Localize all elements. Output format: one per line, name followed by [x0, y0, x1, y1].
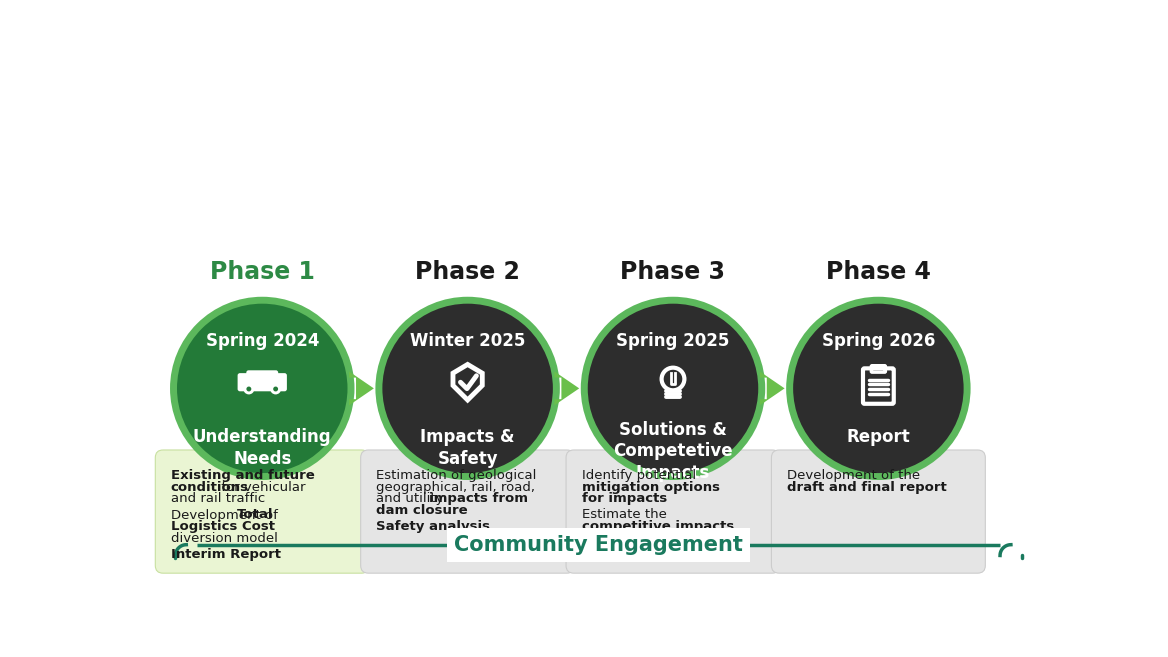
Text: Understanding
Needs: Understanding Needs — [193, 428, 332, 468]
Text: for impacts: for impacts — [582, 492, 667, 505]
Text: Spring 2024: Spring 2024 — [206, 332, 319, 350]
Text: Community Engagement: Community Engagement — [454, 535, 743, 555]
Circle shape — [178, 304, 348, 473]
FancyBboxPatch shape — [155, 450, 369, 573]
Text: Safety analysis: Safety analysis — [376, 520, 491, 533]
Circle shape — [793, 304, 964, 473]
Circle shape — [588, 304, 758, 473]
Circle shape — [273, 386, 278, 392]
FancyBboxPatch shape — [246, 371, 278, 387]
Text: of modal diversion: of modal diversion — [582, 532, 722, 545]
Polygon shape — [760, 371, 785, 405]
FancyBboxPatch shape — [566, 450, 780, 573]
Text: Spring 2025: Spring 2025 — [617, 332, 730, 350]
Text: draft and final report: draft and final report — [787, 481, 947, 494]
Text: geographical, rail, road,: geographical, rail, road, — [376, 481, 535, 494]
Text: Existing and future: Existing and future — [171, 469, 314, 482]
Text: Logistics Cost: Logistics Cost — [171, 520, 274, 533]
Circle shape — [786, 297, 971, 480]
Text: Estimate the: Estimate the — [582, 509, 667, 522]
Text: Development of the: Development of the — [787, 469, 920, 482]
Polygon shape — [349, 371, 374, 405]
Text: Identify potential: Identify potential — [582, 469, 696, 482]
Circle shape — [243, 384, 255, 394]
Text: mitigation options: mitigation options — [582, 481, 719, 494]
Text: impacts from: impacts from — [429, 492, 528, 505]
Text: ℁: ℁ — [238, 382, 239, 383]
Text: Solutions &
Competetive
Impacts: Solutions & Competetive Impacts — [613, 420, 732, 482]
Text: dam closure: dam closure — [376, 504, 468, 517]
Text: and utility: and utility — [376, 492, 447, 505]
Text: Report: Report — [847, 428, 910, 446]
FancyBboxPatch shape — [771, 450, 986, 573]
Text: Development of: Development of — [171, 509, 281, 522]
Circle shape — [270, 384, 281, 394]
Circle shape — [580, 297, 765, 480]
Circle shape — [382, 304, 552, 473]
Text: competitive impacts: competitive impacts — [582, 520, 734, 533]
FancyBboxPatch shape — [361, 450, 575, 573]
Text: Estimation of geological: Estimation of geological — [376, 469, 536, 482]
Circle shape — [246, 386, 251, 392]
Text: Phase 2: Phase 2 — [415, 260, 520, 284]
Text: Spring 2026: Spring 2026 — [821, 332, 936, 350]
Text: Impacts &
Safety: Impacts & Safety — [420, 428, 515, 468]
FancyBboxPatch shape — [237, 373, 287, 392]
Text: for vehicular: for vehicular — [217, 481, 306, 494]
Text: Phase 1: Phase 1 — [210, 260, 314, 284]
Text: Phase 3: Phase 3 — [620, 260, 725, 284]
Text: Interim Report: Interim Report — [171, 548, 280, 561]
Text: Total: Total — [237, 509, 273, 522]
Text: Winter 2025: Winter 2025 — [410, 332, 526, 350]
Text: Phase 4: Phase 4 — [826, 260, 931, 284]
Text: conditions: conditions — [171, 481, 249, 494]
Polygon shape — [555, 371, 579, 405]
Circle shape — [375, 297, 559, 480]
Circle shape — [171, 297, 354, 480]
Text: and rail traffic: and rail traffic — [171, 492, 265, 505]
Text: diversion model: diversion model — [171, 532, 278, 545]
